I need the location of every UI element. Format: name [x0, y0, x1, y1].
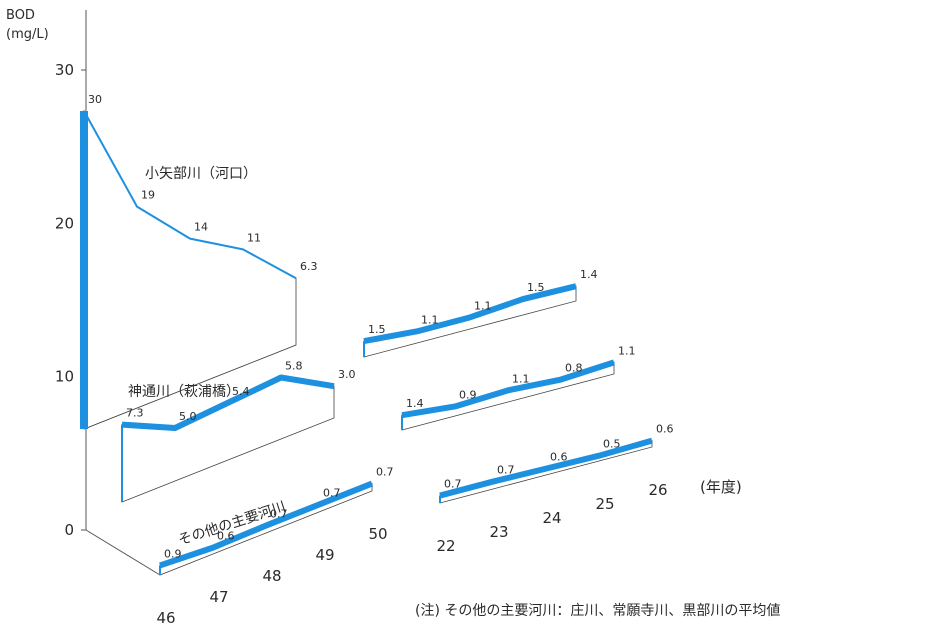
data-label: 0.6: [217, 530, 235, 543]
x-tick-label: 23: [489, 523, 508, 541]
x-tick-label: 48: [262, 567, 281, 585]
data-label: 0.5: [603, 438, 621, 451]
y-axis-title-line1: BOD: [6, 8, 35, 23]
x-tick-label: 22: [436, 537, 455, 555]
data-label: 7.3: [126, 407, 144, 420]
footnote: (注) その他の主要河川：庄川、常願寺川、黒部川の平均値: [415, 603, 781, 619]
data-label: 5.8: [285, 360, 303, 373]
data-label: 1.1: [512, 372, 530, 385]
y-tick-label: 0: [64, 521, 74, 539]
data-label: 0.9: [164, 547, 182, 560]
x-tick-label: 49: [315, 546, 334, 564]
series-line-0-1: [363, 283, 577, 345]
y-tick-label: 10: [55, 368, 74, 386]
data-label: 0.9: [459, 388, 477, 401]
data-label: 0.7: [376, 466, 394, 479]
data-label: 11: [247, 231, 261, 244]
floor-depth-line: [85, 529, 161, 576]
y-axis-title: BOD (mg/L): [6, 6, 49, 44]
series-wall-0-0: [83, 109, 297, 430]
data-label: 1.4: [580, 268, 598, 281]
data-label: 6.3: [300, 260, 318, 273]
series-name-0: 小矢部川（河口）: [145, 166, 257, 182]
x-tick-label: 26: [648, 481, 667, 499]
data-label: 3.0: [338, 368, 356, 381]
x-tick-label: 24: [542, 509, 561, 527]
data-label: 1.1: [618, 344, 636, 357]
data-label: 30: [88, 93, 102, 106]
data-label: 1.1: [474, 299, 492, 312]
data-label: 1.5: [527, 281, 545, 294]
series-name-1: 神通川（萩浦橋）: [128, 384, 240, 400]
data-label: 19: [141, 189, 155, 202]
x-tick-label: 46: [156, 609, 175, 627]
data-label: 1.4: [406, 397, 424, 410]
x-tick-label: 47: [209, 588, 228, 606]
y-tick-label: 20: [55, 214, 74, 232]
data-label: 5.4: [232, 385, 250, 398]
data-label: 0.8: [565, 362, 583, 375]
y-tick-label: 30: [55, 61, 74, 79]
data-label: 1.1: [421, 313, 439, 326]
data-label: 0.7: [323, 487, 341, 500]
series-line-1-0: [121, 374, 335, 431]
data-label: 1.5: [368, 323, 386, 336]
x-axis-unit: (年度): [700, 478, 742, 496]
data-label: 0.7: [270, 508, 288, 521]
series-line-2-1: [439, 437, 653, 499]
x-tick-label: 50: [368, 525, 387, 543]
data-label: 0.7: [497, 464, 515, 477]
y-axis-title-line2: (mg/L): [6, 27, 49, 42]
series-line-2-0: [159, 480, 374, 569]
series-line-1-1: [401, 359, 615, 419]
series-line-0-0: [83, 110, 297, 280]
data-label: 5.0: [179, 410, 197, 423]
data-label: 0.6: [550, 451, 568, 464]
x-tick-label: 25: [595, 495, 614, 513]
data-label: 0.6: [656, 423, 674, 436]
data-label: 14: [194, 221, 208, 234]
data-label: 0.7: [444, 478, 462, 491]
